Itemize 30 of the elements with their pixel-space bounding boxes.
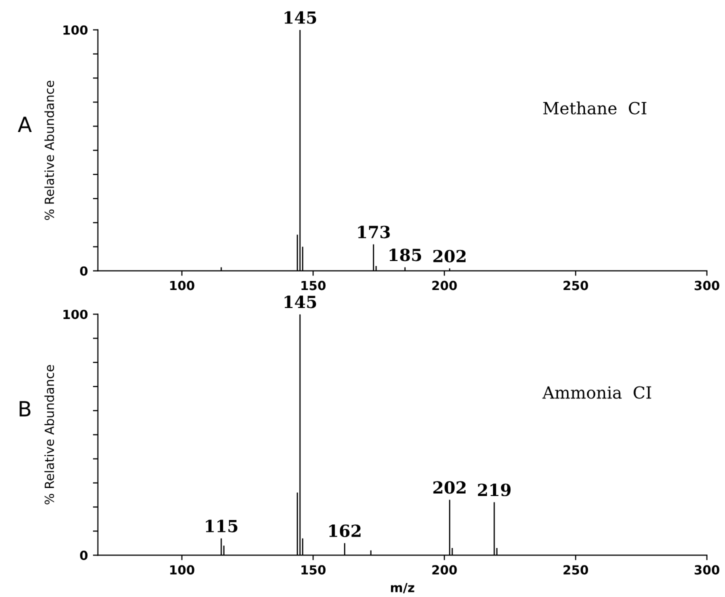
annotation: 185 [390,248,422,262]
annotation: Methane CI [543,102,646,114]
x-tick-label: 300 [694,280,720,290]
x-axis-title: m/z [390,582,414,594]
y-tick-label: 0 [80,550,88,560]
x-tick-label: 250 [564,280,588,290]
x-tick-label: 150 [301,565,326,575]
y-tick-label: 100 [63,310,88,320]
annotation: 173 [358,226,390,238]
x-tick-label: 200 [432,565,457,575]
y-axis-title: % Relative Abundance [44,365,54,504]
annotation: 145 [284,11,316,24]
annotation: Ammonia CI [542,386,652,399]
annotation: 115 [206,520,238,532]
annotation: 219 [478,484,511,496]
x-tick-label: 300 [694,565,720,575]
x-tick-label: 250 [564,565,588,575]
x-tick-label: 100 [170,280,194,290]
text: A [18,116,32,132]
annotation: 202 [433,250,466,262]
annotation: 145 [284,296,316,308]
y-tick-label: 0 [80,266,88,276]
x-tick-label: 100 [170,565,194,575]
y-tick-label: 100 [63,25,88,35]
x-tick-label: 200 [432,280,457,290]
text: B [20,401,30,416]
annotation: 202 [433,481,466,494]
annotation: 162 [329,524,361,538]
x-tick-label: 150 [301,280,326,290]
y-axis-title: % Relative Abundance [44,80,54,220]
